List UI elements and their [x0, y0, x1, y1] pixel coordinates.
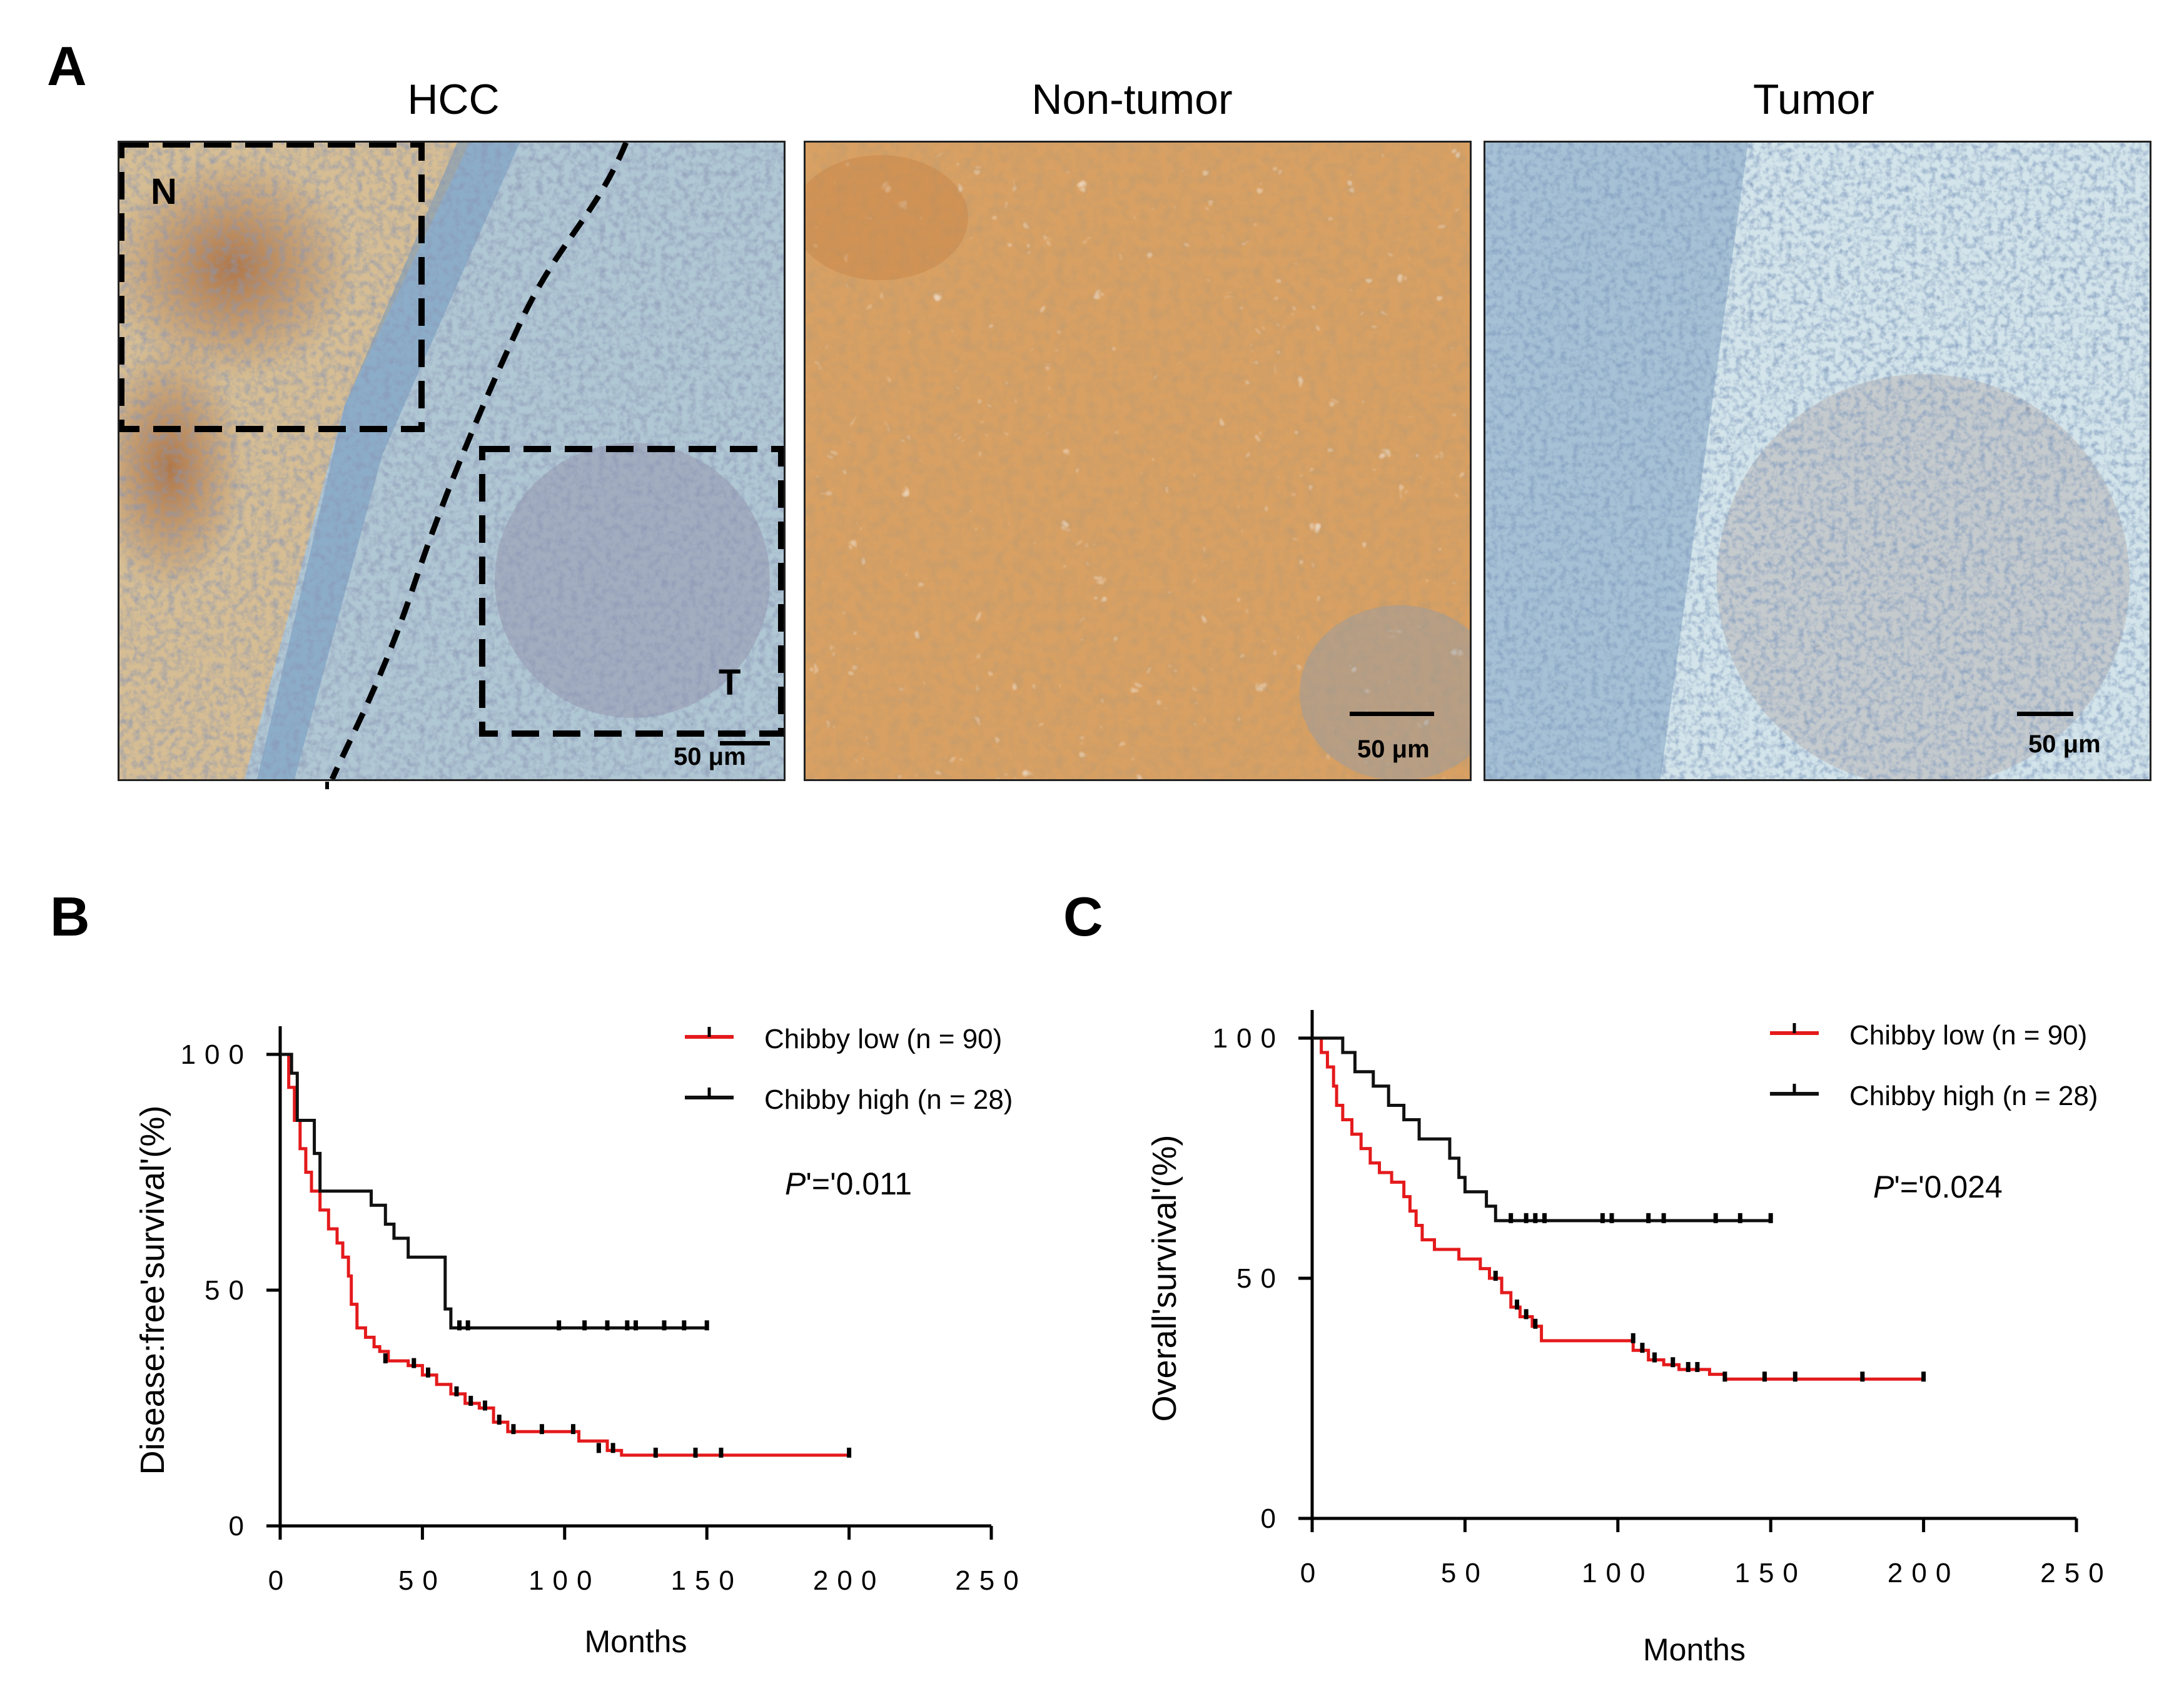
- chart1-x-tick-label: 150: [670, 1565, 742, 1596]
- chart1-legend-label-low: Chibby low (n = 90): [764, 1024, 1002, 1054]
- chart2-y-axis-label: Overall'survival'(%): [1146, 1135, 1183, 1422]
- chart1-x-tick-label: 200: [813, 1565, 885, 1596]
- chart2-legend-label-low: Chibby low (n = 90): [1849, 1020, 2087, 1051]
- chart2-x-tick-label: 250: [2040, 1558, 2112, 1588]
- chart2-x-tick-label: 150: [1734, 1558, 1806, 1588]
- tumor-title: Tumor: [1753, 76, 1874, 123]
- panel-letter-c: C: [1063, 886, 1103, 947]
- chart2-y-tick-label: 0: [1261, 1503, 1285, 1534]
- chart1-x-axis-label: Months: [585, 1624, 687, 1659]
- chart1-x-tick-label: 100: [528, 1565, 600, 1596]
- scale-bar-label-non-tumor: 50 μm: [1357, 735, 1430, 763]
- chart2-y-tick-label: 100: [1213, 1023, 1285, 1054]
- chart1-series-low-line: [280, 1053, 849, 1457]
- chart1-y-tick-label: 100: [181, 1039, 253, 1070]
- tumor-boundary-line: [329, 143, 629, 779]
- hcc-tissue-image: [119, 143, 784, 779]
- survival-curves: 0 50 100 150 200 250 0 50 100 Months Disease:free'…: [134, 1010, 2112, 1667]
- chart1-series-high-line: [280, 1053, 707, 1330]
- scale-bar-hcc: [720, 741, 770, 745]
- scale-bar-label-tumor: 50 μm: [2028, 730, 2101, 758]
- chart1-y-tick-label: 50: [205, 1275, 253, 1306]
- tumor-tissue-image: [1485, 143, 2150, 779]
- chart2-legend-label-high: Chibby high (n = 28): [1849, 1081, 2098, 1111]
- chart1-legend-label-high: Chibby high (n = 28): [764, 1084, 1013, 1115]
- hcc-micrograph: N T 50 μm: [118, 141, 786, 781]
- chart1-y-tick-label: 0: [229, 1511, 253, 1542]
- chart1-x-tick-label: 0: [268, 1565, 292, 1596]
- chart2-x-tick-label: 100: [1582, 1558, 1654, 1588]
- panel-letter-b: B: [50, 886, 90, 947]
- chart1-x-tick-label: 250: [955, 1565, 1027, 1596]
- chart2-series-high-line: [1312, 1036, 1771, 1223]
- chart2-x-tick-label: 50: [1441, 1558, 1489, 1588]
- chart2-y-tick-label: 50: [1236, 1263, 1285, 1294]
- chart1-y-axis-label: Disease:free'survival'(%): [134, 1106, 171, 1475]
- box-label-n: N: [151, 171, 177, 212]
- panel-letter-a: A: [47, 35, 87, 97]
- scale-bar-non-tumor: [1350, 712, 1434, 716]
- chart1-x-tick-label: 50: [398, 1565, 447, 1596]
- non-tumor-tissue-image: [806, 143, 1470, 779]
- chart2-p-value: P'='0.024: [1873, 1169, 2003, 1204]
- tumor-region-box: [479, 446, 784, 737]
- chart2-series-low-line: [1312, 1036, 1924, 1381]
- box-label-t: T: [719, 662, 741, 703]
- boundary-tail-dash: [325, 782, 329, 789]
- non-tumor-region-box: [119, 143, 425, 432]
- scale-bar-label-hcc: 50 μm: [674, 743, 746, 770]
- tumor-micrograph: 50 μm: [1484, 141, 2151, 781]
- chart1-p-value: P'='0.011: [785, 1166, 912, 1201]
- chart2-x-tick-label: 0: [1300, 1558, 1324, 1588]
- chart2-x-axis-label: Months: [1643, 1632, 1746, 1667]
- non-tumor-micrograph: 50 μm: [804, 141, 1472, 781]
- chart2-x-tick-label: 200: [1888, 1558, 1959, 1588]
- hcc-title: HCC: [407, 76, 500, 123]
- non-tumor-title: Non-tumor: [1031, 76, 1233, 123]
- scale-bar-tumor: [2017, 712, 2073, 716]
